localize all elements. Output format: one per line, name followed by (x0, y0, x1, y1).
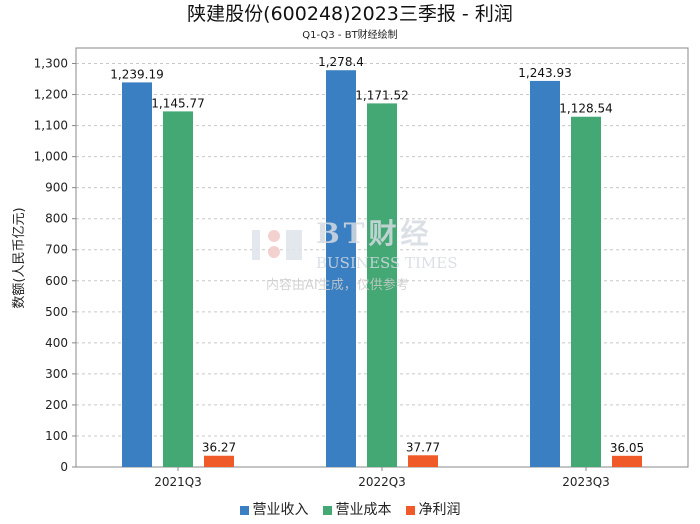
x-tick-label: 2021Q3 (154, 475, 202, 489)
y-tick-label: 0 (60, 460, 68, 474)
data-label: 1,278.4 (318, 55, 364, 69)
watermark-english: BUSINESS TIMES (316, 254, 458, 272)
y-tick-label: 600 (45, 274, 68, 288)
y-tick-label: 1,000 (34, 150, 68, 164)
y-tick-label: 1,200 (34, 88, 68, 102)
y-tick-label: 1,300 (34, 57, 68, 71)
y-tick-label: 200 (45, 398, 68, 412)
data-label: 36.27 (202, 441, 236, 455)
legend-label: 营业收入 (252, 502, 309, 518)
y-tick-label: 400 (45, 336, 68, 350)
chart-title: 陕建股份(600248)2023三季报 - 利润 (187, 3, 513, 25)
legend-swatch (322, 505, 332, 515)
watermark-brand: BT财经 (316, 217, 433, 250)
bar-净利润 (612, 455, 642, 467)
y-tick-label: 500 (45, 305, 68, 319)
legend-label: 净利润 (418, 502, 461, 518)
y-tick-label: 100 (45, 429, 68, 443)
bar-营业成本 (571, 116, 601, 467)
y-tick-label: 1,100 (34, 119, 68, 133)
y-tick-label: 800 (45, 212, 68, 226)
x-tick-label: 2022Q3 (358, 475, 406, 489)
bar-营业收入 (530, 80, 560, 467)
data-label: 1,239.19 (110, 67, 163, 81)
y-tick-label: 300 (45, 367, 68, 381)
watermark-note: 内容由AI生成，仅供参考 (266, 278, 409, 293)
data-label: 1,145.77 (151, 96, 204, 110)
bar-营业收入 (326, 70, 356, 467)
data-label: 1,243.93 (518, 66, 571, 80)
bar-净利润 (204, 455, 234, 467)
bar-净利润 (408, 455, 438, 467)
legend-item[interactable]: 净利润 (405, 501, 461, 519)
legend-swatch (239, 505, 249, 515)
data-label: 1,171.52 (355, 88, 408, 102)
bar-营业收入 (122, 82, 152, 467)
legend: 营业收入 营业成本 净利润 (0, 501, 700, 519)
bar-营业成本 (163, 111, 193, 468)
legend-label: 营业成本 (335, 502, 392, 518)
chart-subtitle: Q1-Q3 - BT财经绘制 (302, 30, 398, 41)
y-tick-label: 900 (45, 181, 68, 195)
legend-item[interactable]: 营业成本 (322, 501, 392, 519)
y-tick-label: 700 (45, 243, 68, 257)
x-tick-label: 2023Q3 (562, 475, 610, 489)
data-label: 37.77 (406, 440, 440, 454)
data-label: 1,128.54 (559, 102, 612, 116)
data-label: 36.05 (610, 441, 644, 455)
bar-营业成本 (367, 103, 397, 468)
watermark-logo-icon (252, 230, 302, 260)
legend-swatch (405, 505, 415, 515)
legend-item[interactable]: 营业收入 (239, 501, 309, 519)
